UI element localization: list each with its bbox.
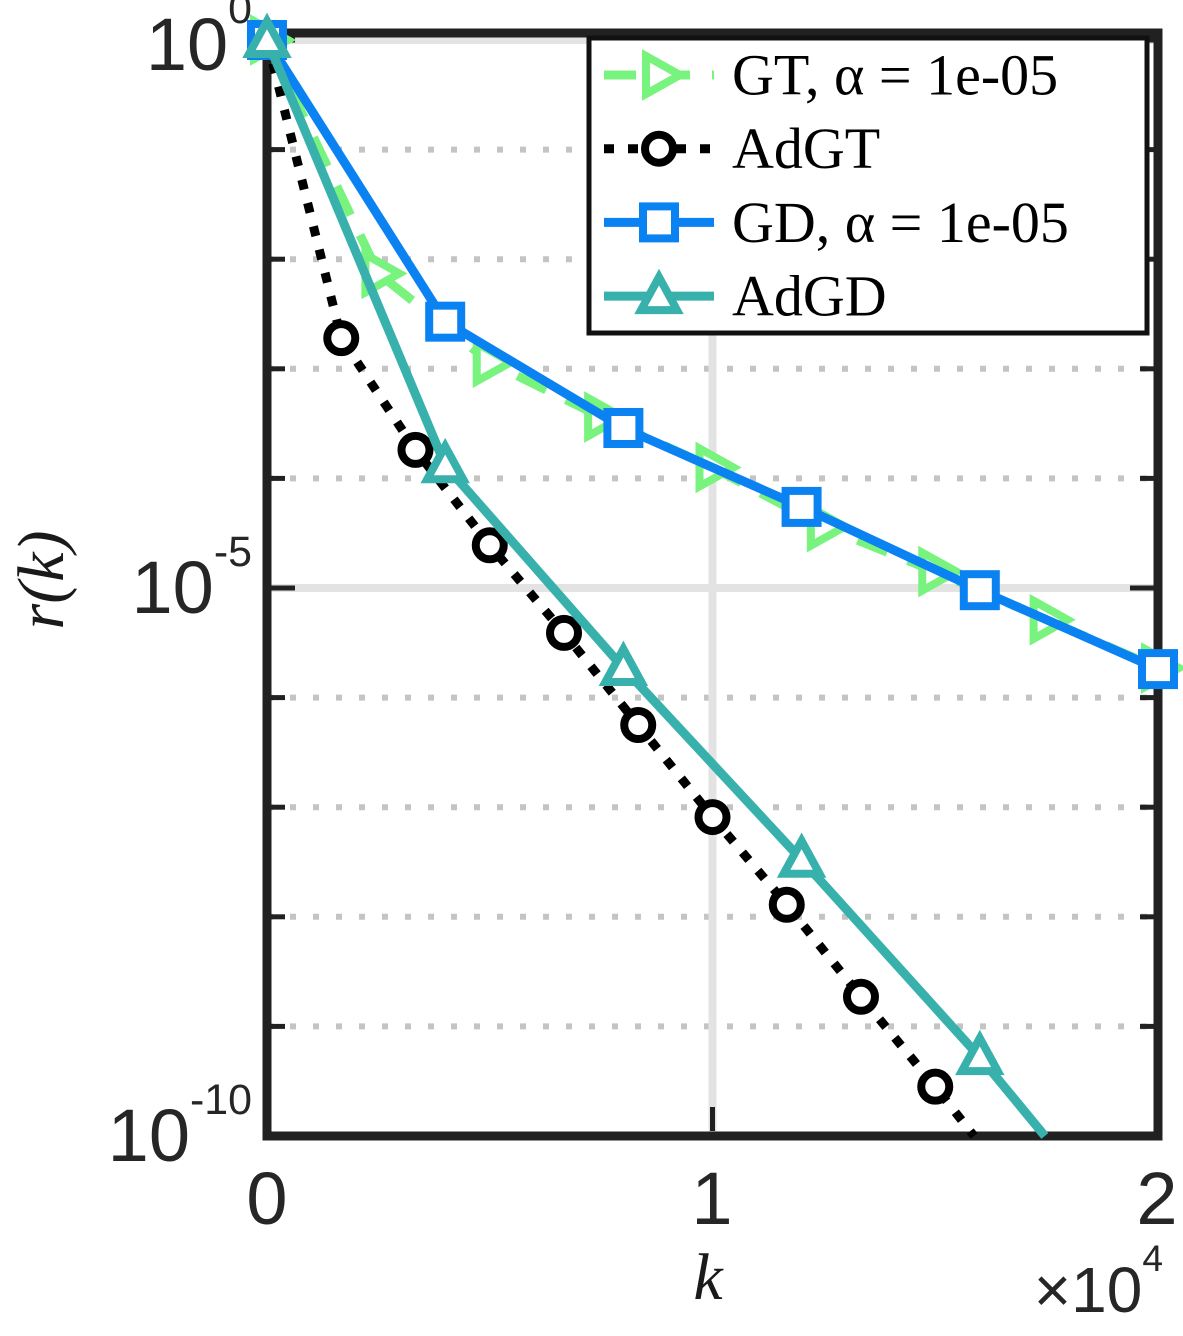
marker-circle: [641, 130, 677, 167]
marker-circle: [768, 886, 805, 923]
series-adgt: [249, 22, 978, 1139]
legend-label-adgd: AdGD: [732, 264, 887, 329]
marker-circle: [694, 799, 731, 836]
y-tick-label-1e-10: 10-10: [107, 1075, 252, 1177]
marker-square: [781, 486, 822, 527]
x-tick-label-1: 1: [691, 1157, 733, 1240]
marker-triangle-up: [598, 640, 649, 687]
series-markers-adgd: [242, 12, 1005, 1076]
series-adgd: [242, 12, 1049, 1139]
legend-label-gd: GD, α = 1e-05: [732, 190, 1069, 255]
marker-circle: [842, 978, 879, 1015]
marker-triangle-up: [955, 1029, 1005, 1076]
marker-circle: [546, 614, 583, 651]
x-tick-label-2: 2: [1136, 1157, 1178, 1240]
y-tick-label-1e-5: 10-5: [131, 527, 252, 629]
legend-box: [586, 35, 1150, 336]
marker-triangle-up: [634, 268, 684, 315]
legend-label-gt: GT, α = 1e-05: [732, 43, 1058, 108]
marker-square: [603, 407, 644, 448]
marker-triangle-right: [642, 49, 689, 101]
marker-square: [639, 202, 679, 243]
x-axis-multiplier: ×104: [1033, 1237, 1163, 1326]
legend-entry-gd: GD, α = 1e-05: [604, 190, 1069, 255]
marker-circle: [917, 1068, 954, 1105]
marker-square: [959, 570, 1000, 611]
marker-circle: [323, 320, 360, 357]
x-axis-label: k: [693, 1241, 723, 1314]
marker-circle: [397, 431, 434, 468]
marker-square: [425, 301, 466, 342]
plot-border: [262, 28, 1163, 1141]
y-axis-label: r(k): [5, 530, 78, 630]
legend-entry-adgd: AdGD: [604, 264, 887, 329]
legend-entry-adgt: AdGT: [604, 116, 880, 181]
marker-square: [1138, 649, 1178, 690]
x-tick-label-0: 0: [246, 1157, 288, 1240]
marker-triangle-up: [420, 437, 470, 484]
marker-circle: [471, 527, 508, 564]
marker-circle: [620, 707, 657, 743]
legend-entry-gt: GT, α = 1e-05: [604, 43, 1058, 108]
series-line-gd: [263, 37, 1160, 674]
legend: GT, α = 1e-05 AdGT GD, α = 1e-05 AdGD: [586, 35, 1150, 336]
marker-triangle-up: [242, 12, 292, 58]
y-tick-label-1e0: 100: [145, 0, 252, 86]
legend-label-adgt: AdGT: [732, 116, 880, 181]
marker-triangle-up: [776, 832, 827, 878]
series-markers-adgt: [249, 22, 954, 1105]
